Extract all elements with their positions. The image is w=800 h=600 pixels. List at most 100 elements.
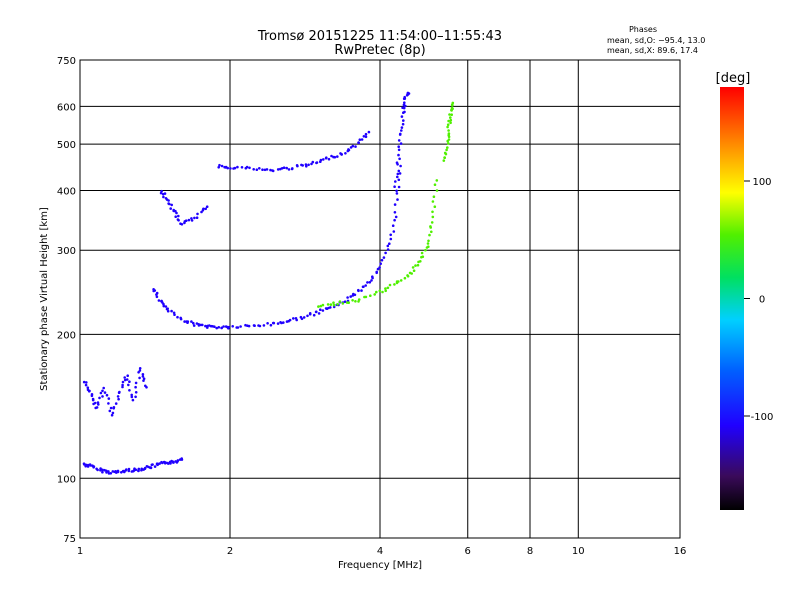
data-point	[101, 389, 104, 393]
data-point	[397, 178, 401, 182]
data-point	[375, 290, 378, 294]
data-point	[141, 373, 145, 376]
data-point	[306, 314, 309, 318]
data-point	[332, 301, 335, 305]
data-point	[158, 462, 161, 465]
data-point	[180, 223, 184, 226]
data-point	[398, 157, 401, 161]
data-point	[446, 125, 449, 129]
data-point	[226, 166, 229, 170]
data-point	[121, 380, 125, 384]
data-point	[163, 192, 167, 195]
data-point	[325, 156, 328, 159]
data-point	[397, 185, 401, 189]
colorbar-gradient	[720, 87, 744, 510]
data-point	[349, 295, 353, 298]
data-point	[312, 313, 316, 317]
data-point	[229, 167, 232, 170]
data-point	[447, 142, 450, 145]
data-point	[187, 218, 191, 222]
colorbar-tick-label: 0	[759, 295, 765, 306]
y-tick-label: 750	[57, 56, 76, 67]
data-point	[451, 107, 454, 110]
data-point	[164, 197, 168, 200]
data-point	[138, 376, 141, 380]
y-tick-label: 100	[57, 474, 76, 485]
data-point	[295, 164, 299, 167]
data-point	[416, 263, 420, 267]
data-point	[184, 219, 188, 222]
data-point	[86, 386, 90, 390]
data-point	[134, 468, 138, 472]
data-point	[388, 242, 391, 245]
data-point	[402, 103, 406, 107]
data-point	[357, 141, 360, 144]
data-point	[321, 303, 325, 307]
data-point	[162, 304, 166, 308]
data-point	[371, 275, 374, 279]
data-point	[395, 189, 398, 193]
data-point	[447, 129, 450, 132]
data-point	[406, 275, 410, 278]
data-point	[88, 389, 91, 393]
data-point	[233, 166, 237, 170]
data-point	[447, 138, 451, 141]
data-point	[190, 219, 194, 222]
data-point	[123, 376, 126, 379]
data-point	[258, 167, 261, 170]
data-point	[343, 300, 347, 304]
data-point	[107, 470, 110, 473]
data-point	[121, 385, 124, 389]
data-point	[288, 318, 292, 322]
data-point	[399, 279, 403, 282]
data-point	[131, 398, 135, 402]
data-point	[282, 166, 286, 169]
data-point	[96, 401, 100, 404]
data-point	[376, 267, 380, 271]
data-point	[308, 312, 312, 315]
data-point	[138, 369, 142, 372]
data-point	[108, 409, 112, 413]
data-point	[239, 325, 242, 328]
data-point	[114, 402, 118, 405]
data-point	[414, 264, 417, 267]
data-point	[222, 325, 225, 328]
data-point	[326, 303, 330, 306]
data-point	[394, 180, 397, 183]
data-point	[177, 219, 180, 222]
data-point	[276, 322, 280, 325]
data-point	[220, 326, 223, 330]
data-point	[392, 230, 396, 233]
data-point	[204, 207, 207, 211]
data-point	[427, 245, 430, 248]
data-point	[101, 468, 104, 472]
data-point	[386, 244, 390, 248]
data-point	[399, 142, 403, 145]
data-point	[448, 113, 451, 116]
data-point	[166, 309, 170, 313]
data-point	[315, 161, 319, 164]
data-point	[101, 395, 104, 398]
data-point	[300, 317, 304, 321]
data-point	[173, 313, 176, 317]
data-point	[403, 101, 406, 104]
data-point	[301, 164, 305, 167]
data-point	[90, 394, 94, 398]
data-point	[248, 166, 251, 170]
data-point	[291, 167, 294, 170]
data-point	[319, 304, 323, 308]
data-point	[369, 294, 372, 298]
data-point	[402, 111, 405, 114]
data-point	[419, 260, 422, 263]
data-point	[276, 168, 280, 171]
data-point	[92, 402, 95, 406]
data-point	[98, 396, 101, 400]
data-point	[95, 467, 98, 471]
data-point	[386, 248, 390, 251]
data-point	[127, 383, 130, 387]
data-point	[360, 289, 363, 292]
data-point	[447, 132, 451, 135]
data-point	[396, 198, 399, 201]
data-point	[378, 266, 381, 269]
